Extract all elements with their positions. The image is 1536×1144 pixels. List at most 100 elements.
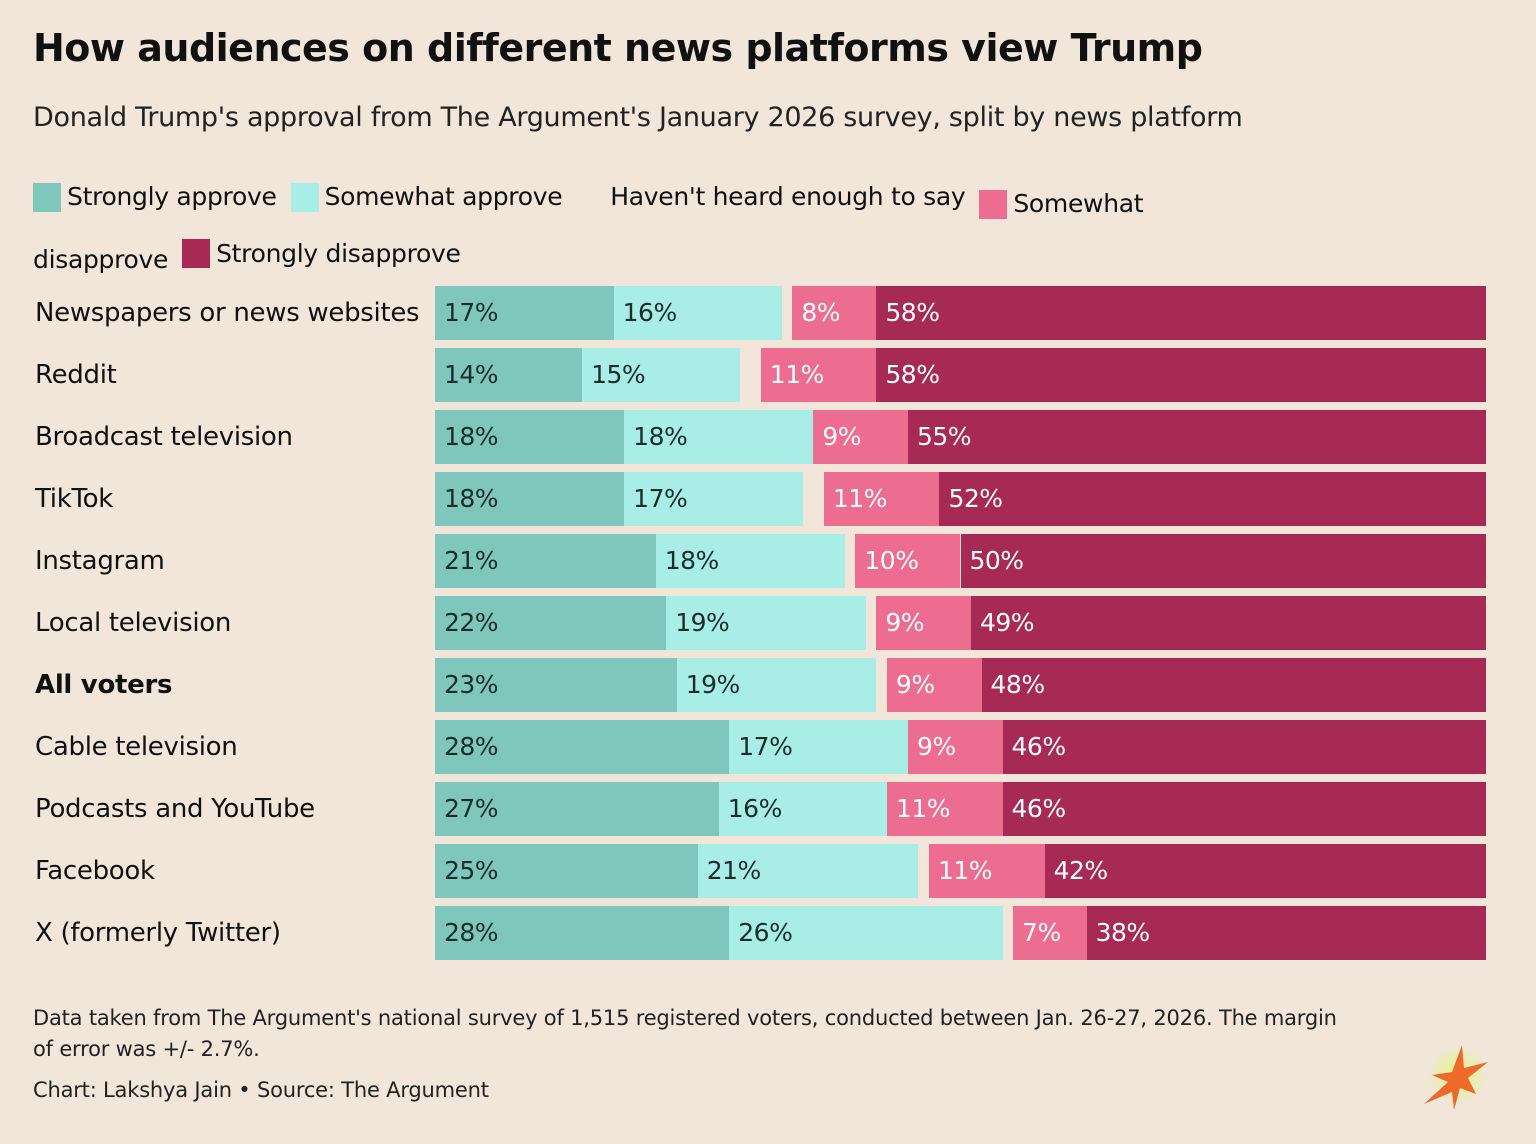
bar-strongly-disapprove: 55%: [907, 410, 1486, 464]
bar-strongly-approve: 21%: [435, 534, 656, 588]
data-label: 11%: [769, 360, 825, 389]
bar-strongly-approve: 18%: [435, 410, 625, 464]
bar-strongly-approve: 14%: [435, 348, 583, 402]
data-label: 19%: [675, 608, 730, 637]
chart-title: How audiences on different news platform…: [33, 26, 1203, 70]
legend-swatch: [290, 182, 319, 212]
bar-somewhat-approve: 18%: [655, 534, 845, 588]
starburst-logo-icon: [1424, 1045, 1488, 1110]
bar-haven-t-heard-enough-to-say: [781, 286, 793, 340]
data-label: 11%: [937, 856, 993, 885]
data-label: 9%: [822, 422, 862, 451]
category-label: Facebook: [35, 856, 155, 886]
data-label: 22%: [444, 608, 499, 637]
legend-swatch: [182, 239, 211, 268]
bar-somewhat-approve: 26%: [729, 906, 1003, 960]
data-label: 11%: [895, 794, 951, 823]
data-label: 11%: [832, 484, 888, 513]
data-label: 9%: [916, 732, 956, 761]
bar-strongly-disapprove: 46%: [1002, 782, 1486, 836]
data-label: 19%: [685, 670, 741, 699]
footnote: Data taken from The Argument's national …: [33, 1006, 1337, 1061]
legend-item-haven-t-heard-enough-to-say: Haven't heard enough to say: [576, 172, 966, 222]
legend-swatch: [33, 182, 61, 212]
data-label: 25%: [444, 856, 499, 885]
bar-somewhat-approve: 19%: [676, 658, 877, 712]
data-label: 9%: [885, 608, 925, 637]
legend-label: Strongly approve: [67, 182, 277, 211]
bar-somewhat-approve: 18%: [624, 410, 814, 464]
data-label: 10%: [864, 546, 919, 575]
data-label: 42%: [1053, 856, 1109, 885]
legend-label: Somewhat approve: [324, 182, 563, 211]
category-label: Instagram: [35, 546, 165, 576]
legend: Strongly approve Somewhat approve Haven't …: [33, 172, 1233, 285]
bar-strongly-disapprove: 50%: [960, 534, 1486, 588]
bar-somewhat-approve: 16%: [613, 286, 782, 340]
bar-somewhat-approve: 17%: [729, 720, 908, 774]
bar-haven-t-heard-enough-to-say: [865, 596, 877, 650]
bar-somewhat-disapprove: 9%: [907, 720, 1003, 774]
legend-label: Strongly disapprove: [216, 238, 461, 268]
bar-strongly-approve: 18%: [435, 472, 625, 526]
data-label: 49%: [980, 608, 1035, 637]
data-label: 58%: [885, 298, 940, 327]
data-label: 17%: [444, 298, 499, 327]
bar-strongly-disapprove: 42%: [1044, 844, 1486, 898]
bar-strongly-disapprove: 46%: [1002, 720, 1486, 774]
data-label: 48%: [990, 670, 1046, 699]
bar-somewhat-disapprove: 11%: [928, 844, 1045, 898]
bar-somewhat-approve: 17%: [624, 472, 803, 526]
bar-strongly-disapprove: 58%: [876, 348, 1486, 402]
bar-haven-t-heard-enough-to-say: [739, 348, 761, 402]
category-label: Cable television: [35, 732, 238, 762]
data-label: 27%: [444, 794, 499, 823]
credit: Chart: Lakshya Jain • Source: The Argume…: [33, 1078, 489, 1102]
category-label: Broadcast television: [35, 422, 293, 452]
bar-somewhat-disapprove: 9%: [876, 596, 971, 650]
data-label: 18%: [444, 422, 499, 451]
legend-swatch: [576, 182, 605, 212]
data-label: 28%: [444, 732, 499, 761]
bar-somewhat-disapprove: 8%: [792, 286, 877, 340]
bar-strongly-approve: 28%: [435, 720, 730, 774]
bar-somewhat-approve: 21%: [697, 844, 919, 898]
data-label: 28%: [444, 918, 499, 947]
bar-strongly-disapprove: 48%: [981, 658, 1486, 712]
data-label: 58%: [885, 360, 940, 389]
bar-strongly-approve: 23%: [435, 658, 677, 712]
data-label: 46%: [1011, 794, 1067, 823]
data-label: 46%: [1011, 732, 1067, 761]
data-label: 55%: [916, 422, 972, 451]
data-label: 9%: [895, 670, 935, 699]
data-label: 16%: [622, 298, 678, 327]
data-label: 15%: [591, 360, 646, 389]
data-label: 18%: [444, 484, 499, 513]
data-label: 18%: [633, 422, 688, 451]
bar-strongly-approve: 28%: [435, 906, 730, 960]
bar-haven-t-heard-enough-to-say: [876, 658, 887, 712]
bar-somewhat-disapprove: 9%: [813, 410, 908, 464]
bar-somewhat-disapprove: 11%: [823, 472, 940, 526]
bar-haven-t-heard-enough-to-say: [918, 844, 929, 898]
legend-label: Haven't heard enough to say: [610, 182, 966, 211]
data-label: 17%: [633, 484, 688, 513]
bar-haven-t-heard-enough-to-say: [1002, 906, 1014, 960]
data-label: 23%: [444, 670, 499, 699]
bar-strongly-disapprove: 52%: [939, 472, 1486, 526]
bar-strongly-approve: 25%: [435, 844, 698, 898]
category-label: Reddit: [35, 360, 117, 390]
legend-item-somewhat-approve: Somewhat approve: [290, 172, 563, 222]
data-label: 21%: [706, 856, 762, 885]
bar-somewhat-approve: 16%: [718, 782, 887, 836]
bar-somewhat-disapprove: 7%: [1013, 906, 1087, 960]
data-label: 52%: [948, 484, 1003, 513]
bar-strongly-approve: 22%: [435, 596, 667, 650]
category-label: Podcasts and YouTube: [35, 794, 315, 824]
bar-strongly-approve: 27%: [435, 782, 719, 836]
data-label: 8%: [801, 298, 840, 327]
data-label: 38%: [1095, 918, 1151, 947]
category-label: All voters: [35, 670, 173, 700]
data-label: 16%: [727, 794, 783, 823]
data-label: 21%: [444, 546, 499, 575]
